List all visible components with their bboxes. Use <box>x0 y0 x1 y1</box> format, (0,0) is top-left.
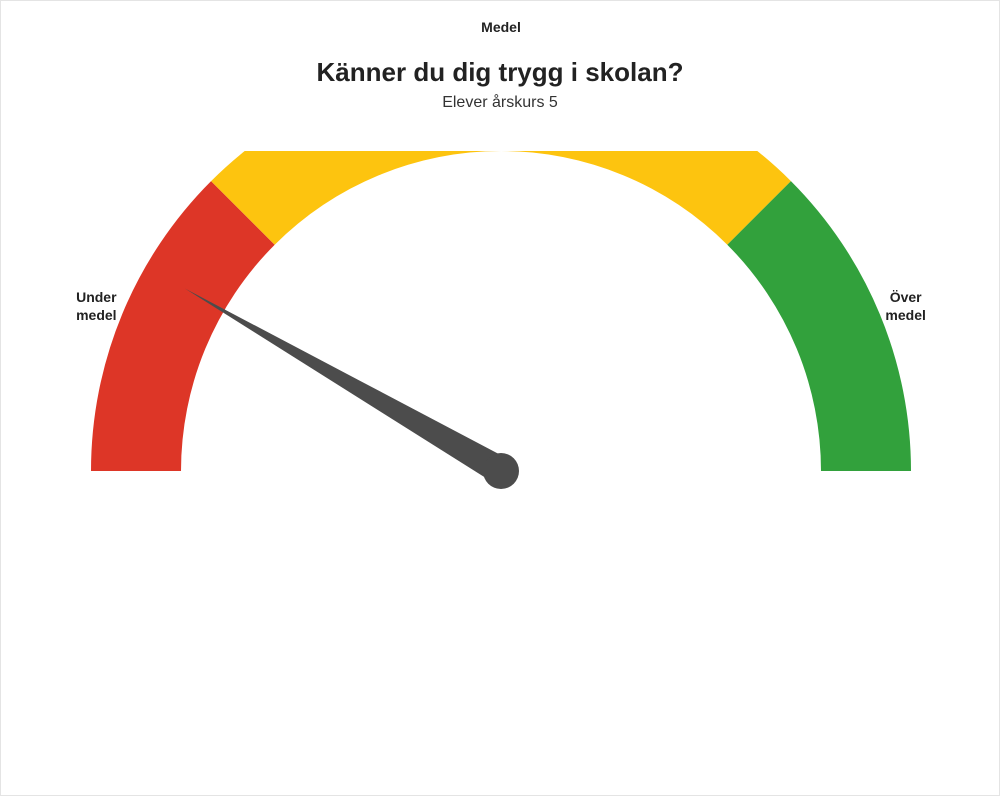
chart-frame: Känner du dig trygg i skolan? Elever års… <box>0 0 1000 796</box>
gauge-segment-label-0: Undermedel <box>56 289 136 324</box>
gauge-segment-label-1: Medel <box>461 19 541 37</box>
gauge-needle <box>185 289 508 484</box>
gauge-chart <box>1 151 999 716</box>
gauge-segment-label-2: Övermedel <box>866 289 946 324</box>
gauge-segment-2 <box>727 181 911 471</box>
chart-title: Känner du dig trygg i skolan? <box>1 57 999 88</box>
gauge-svg <box>1 151 1000 711</box>
chart-subtitle: Elever årskurs 5 <box>1 94 999 112</box>
chart-titles: Känner du dig trygg i skolan? Elever års… <box>1 57 999 112</box>
gauge-segment-1 <box>211 151 791 245</box>
gauge-hub <box>483 453 519 489</box>
